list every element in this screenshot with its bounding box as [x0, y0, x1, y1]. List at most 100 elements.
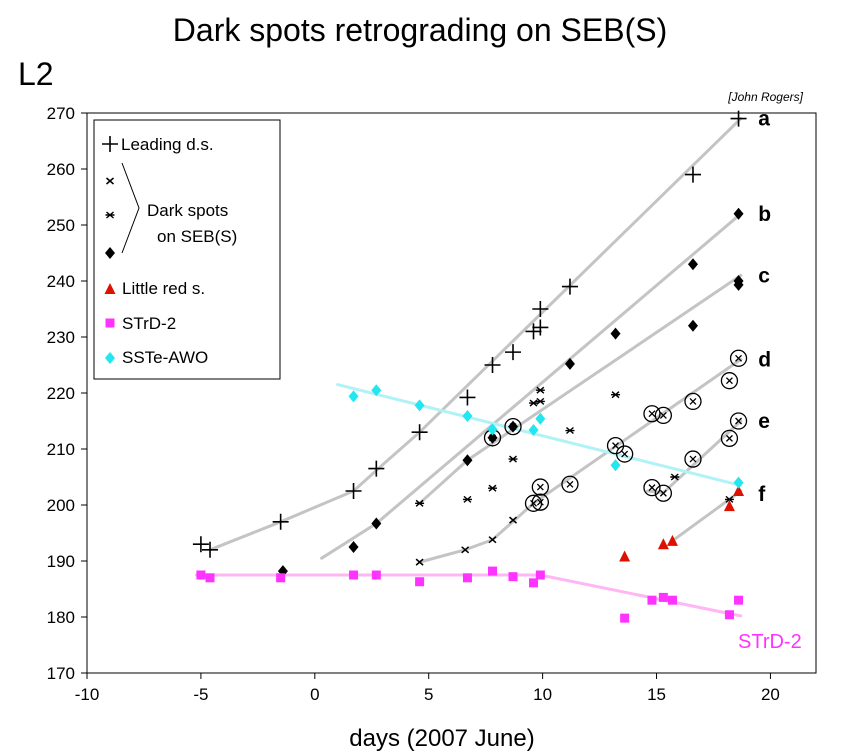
diamond-mark [371, 517, 382, 530]
square-mark [535, 570, 545, 580]
data-point-plus [684, 166, 701, 183]
plus-mark [532, 319, 549, 336]
diamond-mark [462, 454, 473, 467]
data-point-triangle [666, 534, 678, 546]
legend-triangle-icon [104, 283, 116, 294]
x-tick-label: -5 [193, 685, 208, 704]
y-tick-label: 250 [47, 216, 75, 235]
sste-diamond-mark [535, 412, 546, 425]
plus-mark [532, 301, 549, 317]
plus-mark [459, 389, 476, 406]
diamond-mark [733, 275, 744, 287]
strd-line-label: STrD-2 [738, 631, 802, 653]
legend-sste-icon [105, 352, 115, 364]
data-point-diamond-small [610, 459, 621, 472]
data-point-star [535, 386, 545, 394]
data-point-triangle [733, 485, 745, 496]
circle-mark [643, 405, 661, 423]
sste-diamond-mark [414, 399, 425, 412]
star-mark [565, 426, 575, 435]
square-mark [734, 595, 744, 605]
square-mark [196, 570, 206, 580]
cross-mark [461, 546, 470, 554]
square-mark [658, 592, 668, 602]
data-point-plus [484, 357, 501, 373]
y-tick-label: 270 [47, 104, 75, 123]
legend-box [93, 119, 281, 380]
circle-mark [720, 429, 739, 448]
legend-diamond-icon [105, 247, 115, 259]
data-point-diamond-small [733, 476, 744, 489]
legend-cross-icon [106, 177, 114, 185]
legend-little-red-label: Little red s. [122, 279, 205, 298]
data-point-square [647, 595, 657, 605]
data-point-plus [345, 483, 362, 499]
square-mark [488, 566, 498, 576]
data-point-circled [729, 349, 748, 367]
data-point-star [508, 455, 518, 463]
cross-mark [509, 516, 517, 524]
circle-mark [720, 372, 739, 390]
circle-inner-cross [725, 377, 733, 385]
data-point-plus [192, 536, 209, 553]
data-point-square [488, 566, 498, 576]
square-mark [105, 318, 115, 328]
star-mark [508, 455, 518, 463]
data-point-diamond-small [371, 384, 382, 397]
data-point-square [371, 570, 381, 580]
data-point-circled [720, 429, 739, 448]
plus-mark [525, 323, 542, 340]
diamond-mark [564, 357, 575, 370]
legend-brace [121, 162, 140, 254]
square-mark [205, 573, 215, 583]
sste-diamond-mark [487, 423, 498, 436]
data-point-square [529, 578, 539, 588]
plus-mark [202, 541, 219, 558]
plus-mark [272, 513, 289, 530]
data-point-square [349, 570, 359, 580]
y-tick-label: 240 [47, 272, 75, 291]
star-mark [415, 499, 425, 507]
circle-mark [561, 475, 579, 493]
plus-mark [730, 110, 747, 127]
square-mark [462, 573, 472, 583]
data-point-star [535, 397, 545, 405]
cross-mark [106, 177, 114, 185]
data-point-diamond-small [414, 399, 425, 412]
data-point-circled [643, 405, 661, 423]
track-labels: a b c d e f [758, 108, 771, 506]
circle-mark [654, 406, 673, 425]
data-point-plus [532, 319, 549, 336]
data-point-diamond-small [348, 390, 359, 403]
data-point-diamond-small [462, 409, 473, 422]
sste-diamond-mark [462, 409, 473, 422]
data-point-square [462, 573, 472, 583]
track-label: d [758, 348, 771, 371]
triangle-mark [733, 485, 745, 496]
circle-inner-cross [536, 483, 544, 491]
x-tick-label: 15 [647, 685, 666, 704]
square-mark [508, 572, 518, 582]
star-mark [724, 495, 734, 503]
square-mark [647, 595, 657, 605]
star-mark [670, 473, 680, 481]
data-point-plus [561, 278, 578, 295]
data-point-cross [509, 516, 517, 524]
data-point-square [658, 592, 668, 602]
y-tick-label: 170 [47, 664, 75, 683]
star-mark [488, 484, 498, 492]
legend-leading-label: Leading d.s. [121, 135, 214, 154]
diamond-mark [105, 247, 115, 259]
circle-inner-cross [648, 484, 656, 492]
data-point-diamond [348, 541, 359, 553]
star-mark [462, 495, 472, 503]
data-point-star [611, 391, 621, 399]
data-point-star [415, 499, 425, 507]
data-point-diamond [687, 319, 698, 332]
x-tick-label: 20 [761, 685, 780, 704]
chart-title: Dark spots retrograding on SEB(S) [172, 12, 668, 48]
star-mark [535, 386, 545, 394]
data-point-square [535, 570, 545, 580]
triangle-mark [104, 283, 116, 294]
data-point-cross [415, 558, 424, 566]
